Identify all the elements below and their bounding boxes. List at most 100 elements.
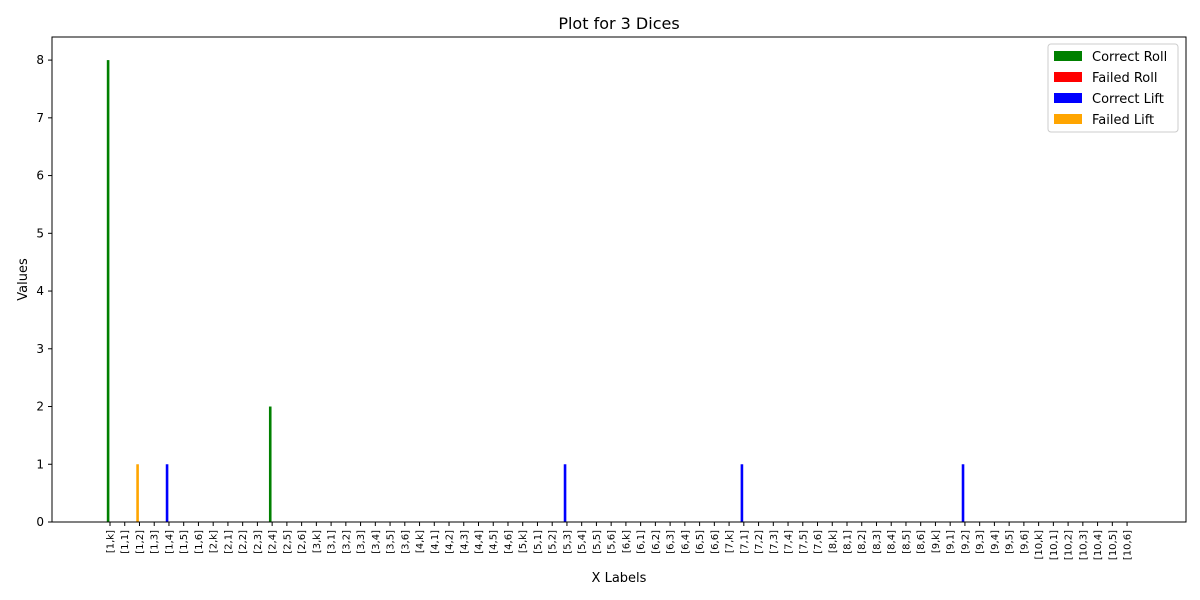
x-tick-label: [8,1]: [843, 530, 854, 554]
x-tick-label: [6,3]: [666, 530, 677, 554]
x-tick-label: [10,5]: [1108, 530, 1119, 560]
bar-correct-lift: [563, 464, 567, 522]
x-tick-label: [3,3]: [356, 530, 367, 554]
x-tick-label: [2,4]: [268, 530, 279, 554]
x-axis-ticks: [1,k] [1,1] [1,2] [1,3] [1,4] [1,5] [1,6] [2,k]…: [106, 522, 1134, 560]
x-tick-label: [2,2]: [238, 530, 249, 554]
x-tick-label: [4,1]: [430, 530, 441, 554]
y-axis-label: Values: [16, 258, 31, 301]
x-tick-label: [1,3]: [150, 530, 161, 554]
x-tick-label: [3,5]: [386, 530, 397, 554]
y-tick-label: 5: [36, 226, 44, 240]
x-tick-label: [6,4]: [680, 530, 691, 554]
legend-label: Failed Lift: [1092, 113, 1154, 128]
legend-swatch: [1054, 51, 1082, 61]
x-tick-label: [7,4]: [784, 530, 795, 554]
x-tick-label: [7,5]: [798, 530, 809, 554]
x-tick-label: [2,5]: [282, 530, 293, 554]
x-tick-label: [7,2]: [754, 530, 765, 554]
x-tick-label: [3,1]: [327, 530, 338, 554]
x-tick-label: [6,6]: [710, 530, 721, 554]
x-tick-label: [8,2]: [857, 530, 868, 554]
x-tick-label: [5,3]: [562, 530, 573, 554]
x-tick-label: [9,2]: [960, 530, 971, 554]
x-tick-label: [6,k]: [621, 530, 632, 553]
x-tick-label: [10,3]: [1078, 530, 1089, 560]
bar-correct-lift: [740, 464, 744, 522]
y-axis-ticks: 0 1 2 3 4 5 6 7 8: [36, 53, 52, 529]
x-tick-label: [1,6]: [194, 530, 205, 554]
x-tick-label: [5,k]: [518, 530, 529, 553]
x-tick-label: [10,4]: [1093, 530, 1104, 560]
x-tick-label: [5,2]: [548, 530, 559, 554]
x-tick-label: [1,5]: [179, 530, 190, 554]
legend-swatch: [1054, 114, 1082, 124]
x-tick-label: [5,1]: [533, 530, 544, 554]
x-tick-label: [3,6]: [400, 530, 411, 554]
x-tick-label: [6,2]: [651, 530, 662, 554]
x-tick-label: [9,6]: [1019, 530, 1030, 554]
x-tick-label: [9,1]: [946, 530, 957, 554]
legend-swatch: [1054, 72, 1082, 82]
x-tick-label: [1,1]: [120, 530, 131, 554]
x-tick-label: [4,5]: [489, 530, 500, 554]
y-tick-label: 6: [36, 169, 44, 183]
x-tick-label: [2,3]: [253, 530, 264, 554]
x-tick-label: [4,3]: [459, 530, 470, 554]
x-tick-label: [7,6]: [813, 530, 824, 554]
x-tick-label: [8,k]: [828, 530, 839, 553]
legend-swatch: [1054, 93, 1082, 103]
x-tick-label: [2,1]: [223, 530, 234, 554]
x-tick-label: [8,6]: [916, 530, 927, 554]
x-tick-label: [5,6]: [607, 530, 618, 554]
bar-correct-roll: [268, 406, 272, 522]
legend-label: Failed Roll: [1092, 71, 1157, 86]
x-tick-label: [10,1]: [1049, 530, 1060, 560]
x-tick-label: [8,4]: [887, 530, 898, 554]
legend-box: [1047, 43, 1179, 133]
legend: Correct Roll Failed Roll Correct Lift Faile…: [1047, 43, 1179, 133]
y-tick-label: 0: [36, 515, 44, 529]
bar-failed-lift: [136, 464, 139, 522]
x-tick-label: [3,2]: [341, 530, 352, 554]
x-tick-label: [7,1]: [739, 530, 750, 554]
x-tick-label: [4,k]: [415, 530, 426, 553]
x-tick-label: [5,5]: [592, 530, 603, 554]
x-tick-label: [1,k]: [106, 530, 117, 553]
x-tick-label: [1,4]: [164, 530, 175, 554]
x-tick-label: [7,k]: [725, 530, 736, 553]
bar-correct-lift: [165, 464, 169, 522]
y-tick-label: 4: [36, 284, 44, 298]
bar-correct-lift: [961, 464, 965, 522]
x-tick-label: [1,2]: [135, 530, 146, 554]
x-tick-label: [8,5]: [901, 530, 912, 554]
x-tick-label: [8,3]: [872, 530, 883, 554]
chart-title: Plot for 3 Dices: [558, 14, 679, 33]
y-tick-label: 3: [36, 342, 44, 356]
x-tick-label: [10,2]: [1064, 530, 1075, 560]
x-tick-label: [4,6]: [503, 530, 514, 554]
x-tick-label: [9,5]: [1005, 530, 1016, 554]
y-tick-label: 8: [36, 53, 44, 67]
x-tick-label: [9,4]: [990, 530, 1001, 554]
x-tick-label: [6,5]: [695, 530, 706, 554]
x-tick-label: [10,6]: [1123, 530, 1134, 560]
x-tick-label: [4,2]: [445, 530, 456, 554]
x-tick-label: [5,4]: [577, 530, 588, 554]
bars: [106, 60, 965, 522]
legend-label: Correct Lift: [1092, 92, 1164, 107]
x-tick-label: [9,k]: [931, 530, 942, 553]
x-tick-label: [7,3]: [769, 530, 780, 554]
y-tick-label: 2: [36, 400, 44, 414]
x-tick-label: [4,4]: [474, 530, 485, 554]
x-tick-label: [9,3]: [975, 530, 986, 554]
y-tick-label: 1: [36, 457, 44, 471]
x-tick-label: [10,k]: [1034, 530, 1045, 560]
legend-label: Correct Roll: [1092, 50, 1167, 65]
x-tick-label: [6,1]: [636, 530, 647, 554]
x-tick-label: [3,4]: [371, 530, 382, 554]
x-tick-label: [2,6]: [297, 530, 308, 554]
y-tick-label: 7: [36, 111, 44, 125]
x-tick-label: [3,k]: [312, 530, 323, 553]
